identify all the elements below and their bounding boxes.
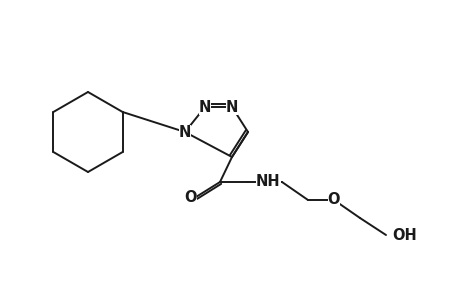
Text: N: N (198, 100, 211, 115)
Text: O: O (185, 190, 197, 205)
Text: OH: OH (391, 227, 416, 242)
Text: N: N (179, 124, 191, 140)
Text: NH: NH (256, 173, 280, 188)
Text: N: N (225, 100, 238, 115)
Text: O: O (327, 193, 340, 208)
